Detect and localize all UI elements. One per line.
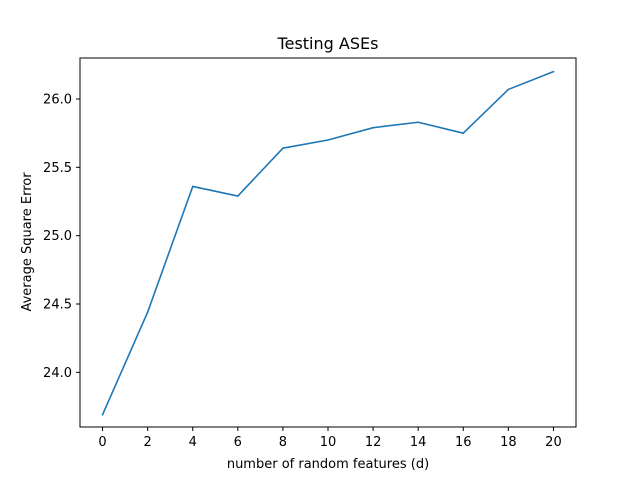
- y-tick-label: 24.5: [43, 298, 72, 313]
- data-point: [191, 185, 194, 188]
- y-tick-label: 25.5: [43, 161, 72, 176]
- plot-frame: [79, 57, 577, 428]
- x-tick-label: 8: [279, 435, 287, 450]
- x-tick-label: 6: [234, 435, 242, 450]
- x-tick-label: 14: [410, 435, 427, 450]
- x-tick-label: 10: [320, 435, 337, 450]
- data-point: [101, 413, 104, 416]
- chart-title: Testing ASEs: [277, 34, 379, 53]
- data-point: [237, 195, 239, 197]
- data-point: [372, 126, 374, 129]
- data-point: [552, 70, 555, 73]
- data-point: [462, 132, 465, 134]
- x-tick-label: 12: [365, 435, 382, 450]
- y-tick-label: 26.0: [43, 93, 72, 108]
- series-layer: [101, 70, 555, 416]
- data-point: [327, 139, 329, 141]
- series-line: [101, 70, 555, 416]
- y-tick-label: 24.0: [43, 366, 72, 381]
- data-point: [146, 311, 149, 314]
- x-axis-label: number of random features (d): [227, 457, 429, 472]
- y-axis: 24.0 24.5 25.0 25.5 26.0: [43, 93, 80, 381]
- x-tick-label: 16: [455, 435, 472, 450]
- x-tick-label: 4: [189, 435, 197, 450]
- x-tick-label: 18: [500, 435, 517, 450]
- x-tick-label: 2: [143, 435, 151, 450]
- x-tick-label: 0: [98, 435, 106, 450]
- data-point: [282, 147, 284, 149]
- y-tick-label: 25.0: [43, 229, 72, 244]
- x-tick-label: 20: [545, 435, 562, 450]
- y-axis-label: Average Square Error: [20, 172, 35, 312]
- x-axis: 0 2 4 6 8 10 12 14 16 18 20: [98, 427, 562, 450]
- data-point: [417, 121, 419, 124]
- data-point: [507, 88, 510, 91]
